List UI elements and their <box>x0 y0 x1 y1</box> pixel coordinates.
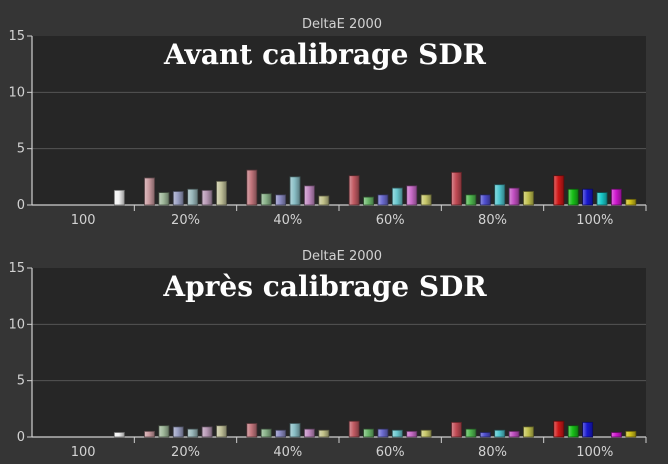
y-tick-label: 15 <box>8 261 25 276</box>
bar <box>304 428 315 438</box>
bar <box>420 429 432 438</box>
bar <box>275 429 287 438</box>
bar <box>216 180 227 206</box>
bar <box>406 430 418 438</box>
bar <box>406 185 418 206</box>
bar <box>451 171 462 206</box>
x-category-label: 100 <box>71 213 96 228</box>
bar <box>144 177 155 206</box>
bar <box>553 420 565 438</box>
bar <box>172 191 184 206</box>
bar <box>289 423 301 438</box>
bar <box>348 175 360 206</box>
bar <box>523 426 534 438</box>
bar <box>318 429 330 438</box>
bar <box>479 432 491 438</box>
x-category-label: 40% <box>273 445 302 460</box>
chart-title: DeltaE 2000 <box>302 17 382 32</box>
bar <box>144 430 155 438</box>
x-category-label: 100% <box>576 445 613 460</box>
chart-after: 0 5 10 15 100 20% 40% 60% 80% 100% DeltaE 2000 Aprè… <box>8 249 647 460</box>
bar <box>363 428 374 438</box>
bar <box>158 192 170 206</box>
bar <box>289 176 301 206</box>
bar <box>479 194 491 206</box>
bar <box>113 432 125 438</box>
bar <box>260 193 272 206</box>
bar <box>567 425 579 438</box>
bar <box>201 189 213 206</box>
bar <box>246 169 258 206</box>
bar <box>201 426 213 438</box>
bar <box>377 428 389 438</box>
bar <box>216 425 227 438</box>
bar <box>187 188 199 206</box>
x-category-label: 60% <box>376 213 405 228</box>
bar <box>318 195 330 206</box>
bar <box>553 175 565 206</box>
bar <box>391 429 403 438</box>
bar <box>625 198 637 206</box>
plot-area <box>32 268 646 437</box>
bar <box>611 432 622 438</box>
bar <box>113 189 125 206</box>
annotation-title: Avant calibrage SDR <box>163 38 487 71</box>
bar <box>172 426 184 438</box>
bar <box>260 428 272 438</box>
bar <box>465 428 477 438</box>
bar <box>451 421 462 438</box>
bar <box>377 194 389 206</box>
bar <box>523 191 534 206</box>
y-tick-label: 10 <box>8 317 25 332</box>
y-tick-label: 5 <box>17 374 25 389</box>
bar <box>246 423 258 438</box>
bar <box>508 187 520 206</box>
bar <box>494 184 506 206</box>
bar <box>611 188 622 206</box>
bar <box>363 196 374 206</box>
bar <box>596 192 608 206</box>
y-tick-label: 15 <box>8 29 25 44</box>
bar <box>567 188 579 206</box>
chart-title: DeltaE 2000 <box>302 249 382 264</box>
x-category-label: 60% <box>376 445 405 460</box>
y-tick-label: 5 <box>17 142 25 157</box>
bar <box>625 430 637 438</box>
y-tick-label: 10 <box>8 85 25 100</box>
bar <box>275 194 287 206</box>
bar <box>348 420 360 438</box>
bar <box>391 187 403 206</box>
y-tick-label: 0 <box>17 430 25 445</box>
x-category-label: 100 <box>71 445 96 460</box>
bar <box>508 430 520 438</box>
y-tick-label: 0 <box>17 198 25 213</box>
x-category-label: 80% <box>478 445 507 460</box>
annotation-title: Après calibrage SDR <box>162 270 487 303</box>
bar <box>187 428 199 438</box>
bar <box>304 185 315 206</box>
x-category-label: 20% <box>171 445 200 460</box>
bar <box>582 188 594 206</box>
bar <box>465 194 477 206</box>
x-category-label: 20% <box>171 213 200 228</box>
bar <box>420 194 432 206</box>
plot-area <box>32 36 646 205</box>
x-category-label: 80% <box>478 213 507 228</box>
x-category-label: 100% <box>576 213 613 228</box>
bar <box>158 425 170 438</box>
bar <box>494 429 506 438</box>
x-category-label: 40% <box>273 213 302 228</box>
chart-before: 0 5 10 15 100 20% 40% 60% 80% 100% DeltaE 2000 Avan… <box>8 17 647 228</box>
bar <box>582 421 594 438</box>
